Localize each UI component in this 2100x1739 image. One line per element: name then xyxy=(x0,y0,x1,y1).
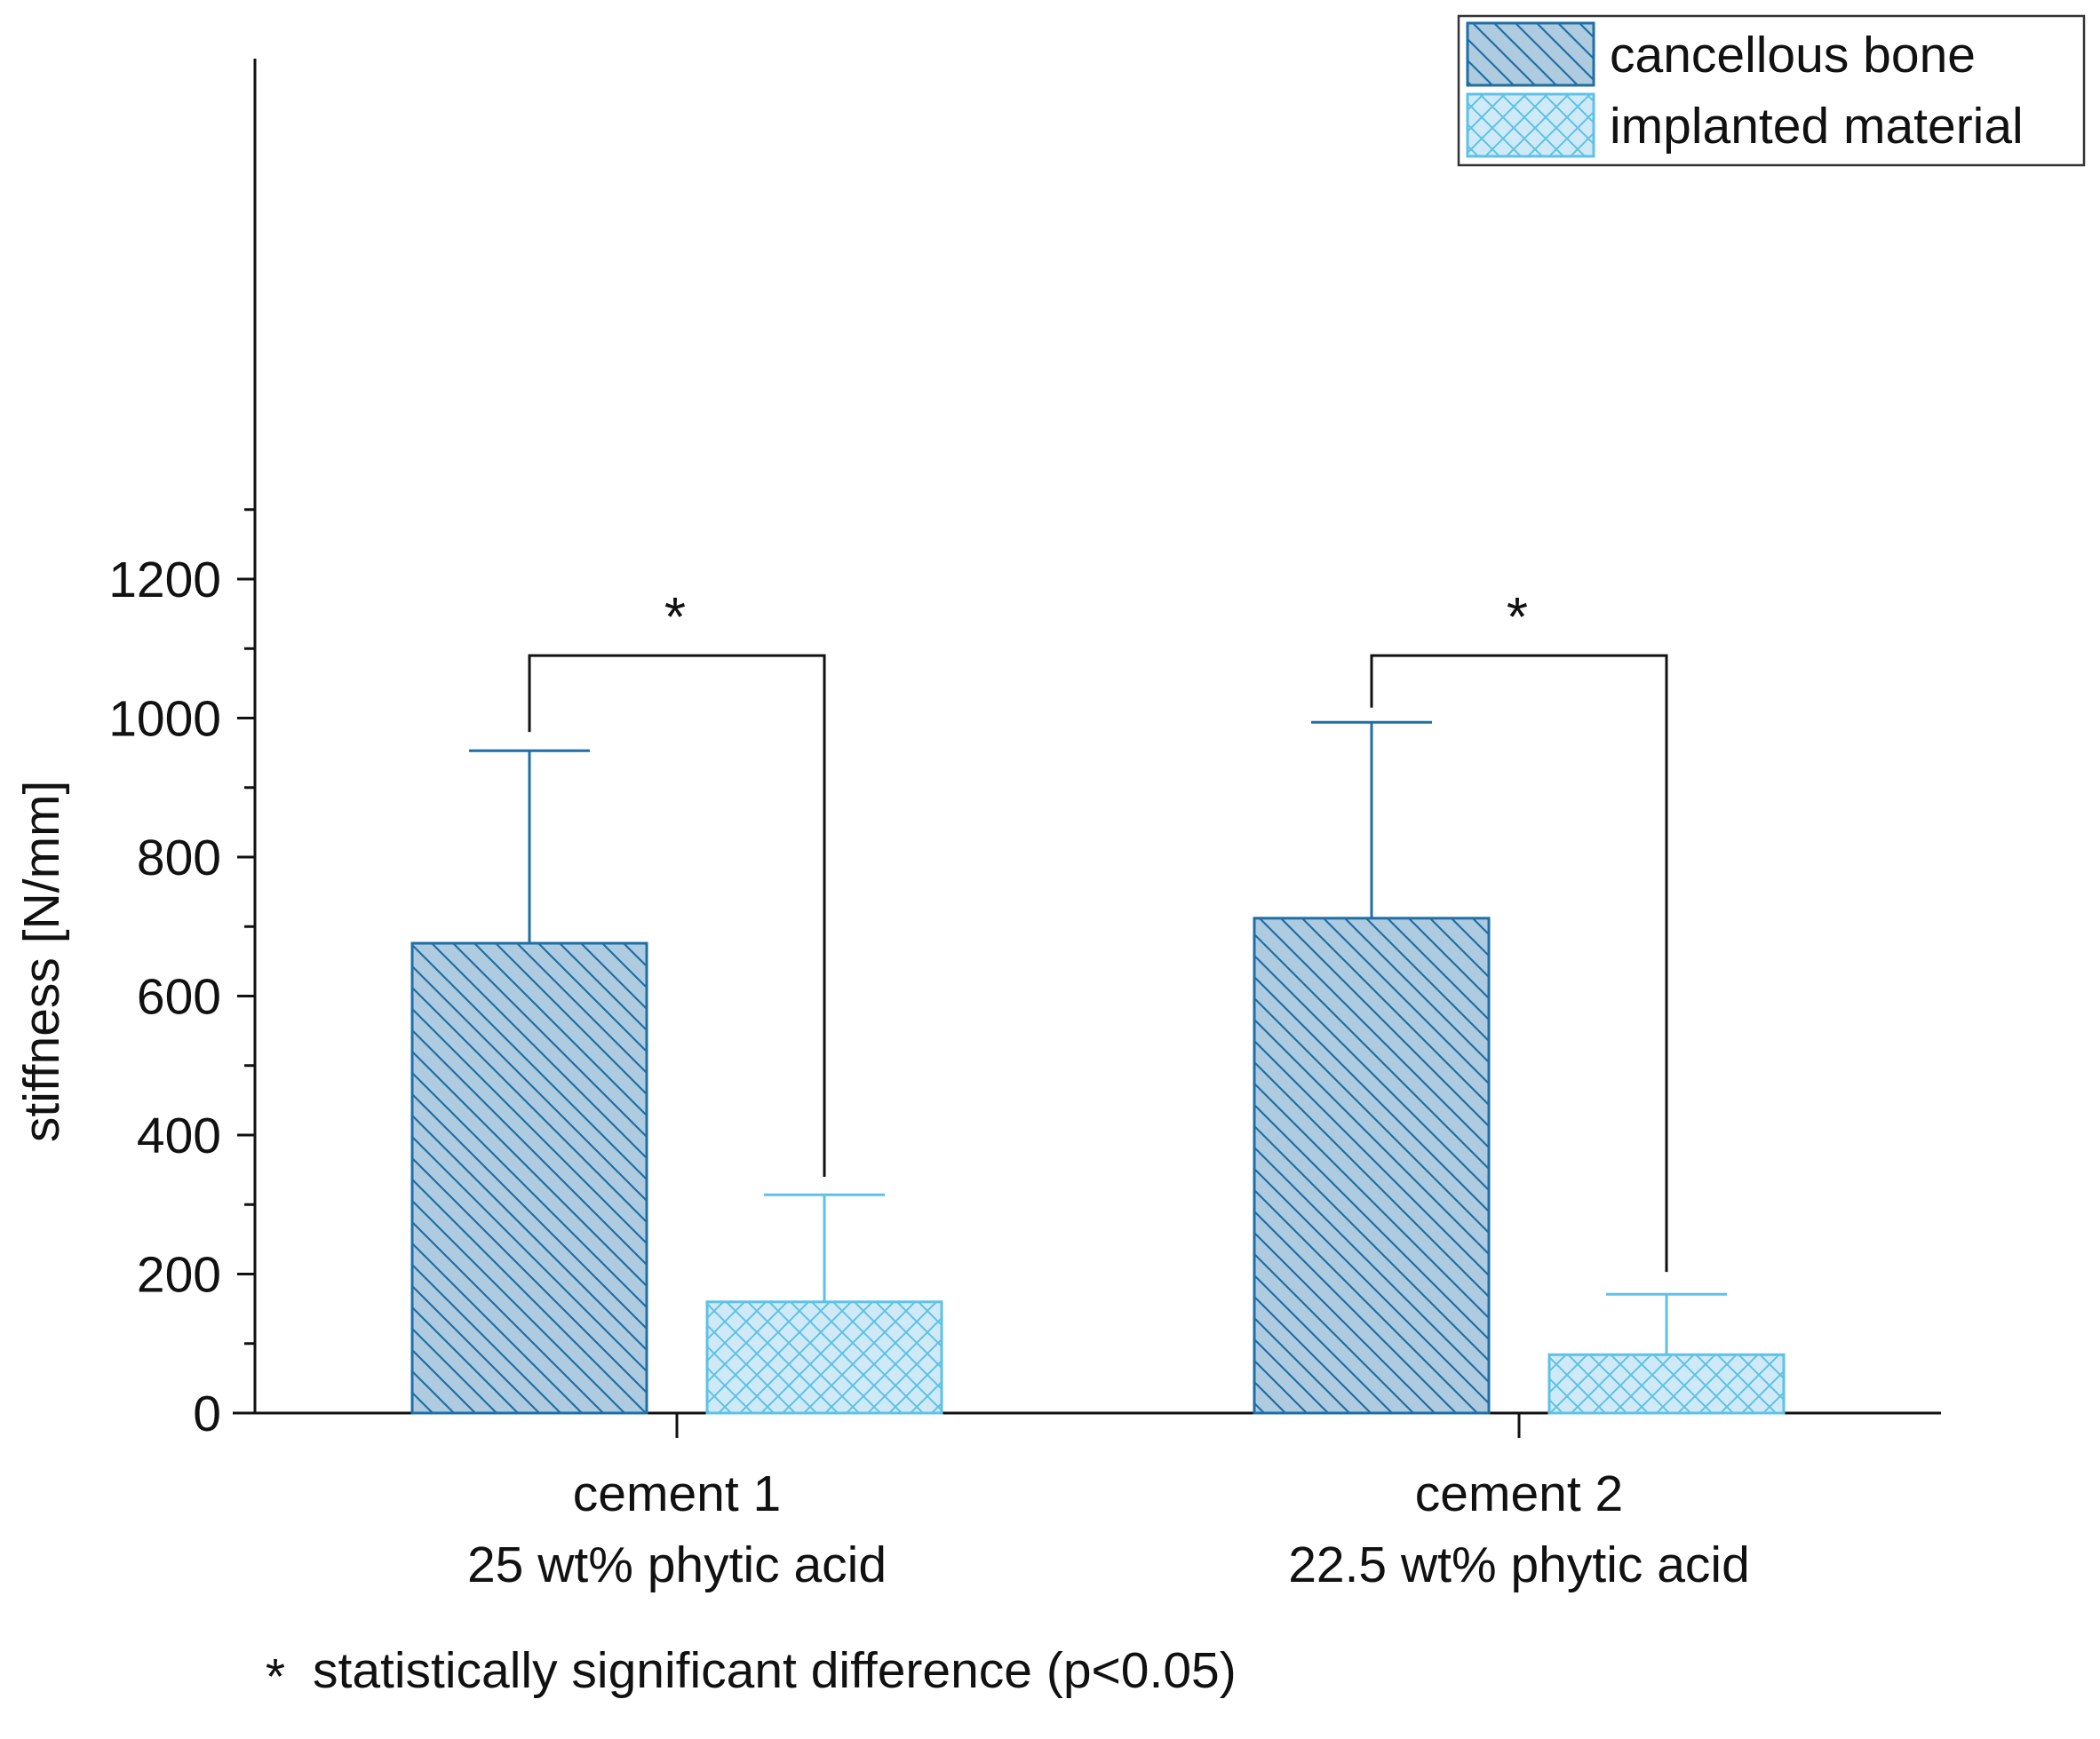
y-tick-label: 1000 xyxy=(108,691,221,748)
y-axis-title: stiffness [N/mm] xyxy=(13,781,70,1143)
legend-label: implanted material xyxy=(1610,98,2024,155)
category-label-line2: 25 wt% phytic acid xyxy=(467,1537,887,1593)
y-tick-label: 600 xyxy=(137,969,221,1026)
bars xyxy=(410,720,1786,1415)
significance-star: * xyxy=(664,587,686,648)
category-label-line1: cement 2 xyxy=(1415,1465,1623,1522)
annotations: * * * statistically significant difference … xyxy=(266,587,1668,1705)
y-tick-label: 800 xyxy=(137,830,221,886)
bar-implanted-material xyxy=(1547,1353,1786,1415)
y-tick-label: 400 xyxy=(137,1108,221,1164)
category-label-line2: 22.5 wt% phytic acid xyxy=(1288,1537,1750,1593)
y-tick-label: 200 xyxy=(137,1247,221,1304)
legend: cancellous bone implanted material xyxy=(1457,14,2086,167)
axes: 0 200 400 600 800 1000 1200 stiffness [N/mm] cem… xyxy=(13,59,1941,1593)
footnote-star: * xyxy=(266,1648,285,1705)
bar-implanted-material xyxy=(705,1300,943,1415)
significance-star: * xyxy=(1507,587,1528,648)
legend-swatch-cancellous-bone xyxy=(1466,21,1595,87)
y-tick-label: 1200 xyxy=(108,552,221,608)
bar-cancellous-bone xyxy=(410,941,648,1415)
footnote-text: statistically significant difference (p<… xyxy=(313,1642,1237,1699)
significance-bracket xyxy=(528,654,826,1177)
legend-swatch-implanted-material xyxy=(1466,92,1595,158)
bar-cancellous-bone xyxy=(1253,917,1491,1415)
y-tick-label: 0 xyxy=(193,1386,221,1442)
legend-label: cancellous bone xyxy=(1610,27,1976,83)
category-label-line1: cement 1 xyxy=(573,1465,781,1522)
significance-bracket xyxy=(1370,654,1668,1273)
